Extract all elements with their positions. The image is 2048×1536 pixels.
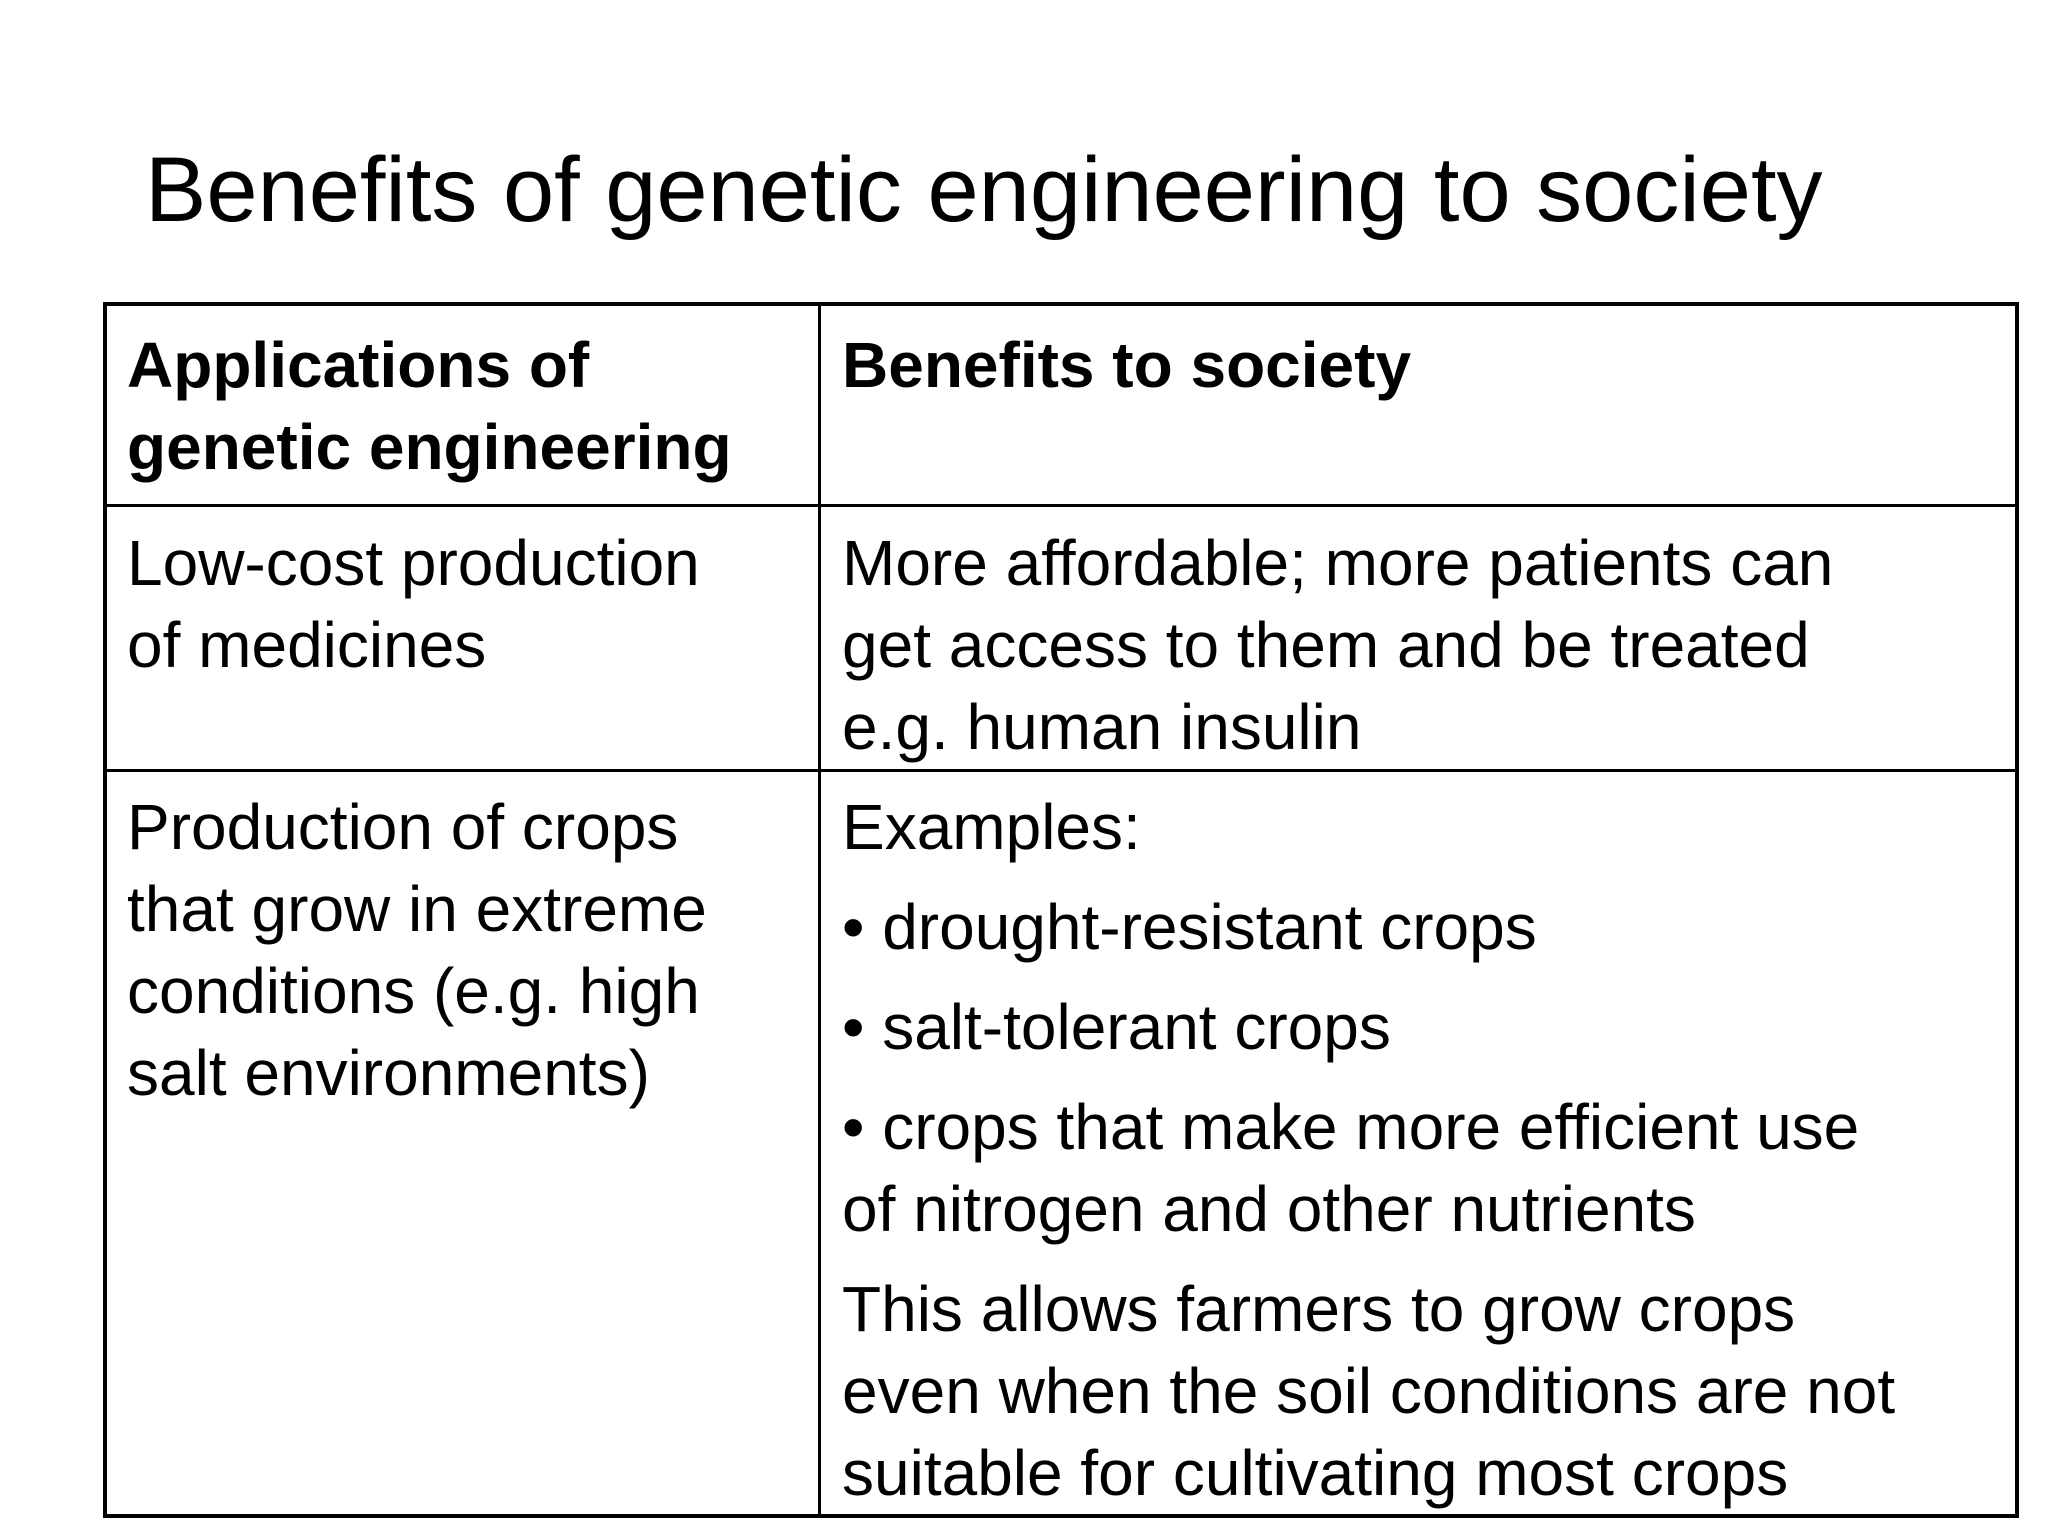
cell-line: Production of crops xyxy=(127,791,679,863)
cell-line: More affordable; more patients can xyxy=(842,527,1834,599)
bullet-item: • salt-tolerant crops xyxy=(842,991,1391,1063)
row-divider xyxy=(107,504,2015,507)
cell-line: of medicines xyxy=(127,609,487,681)
cell-line: that grow in extreme xyxy=(127,873,707,945)
header-applications-line: genetic engineering xyxy=(127,411,732,483)
row-divider xyxy=(107,769,2015,772)
header-applications: Applications of genetic engineering xyxy=(127,324,807,488)
cell-line: Low-cost production xyxy=(127,527,700,599)
row-1-benefit: More affordable; more patients can get a… xyxy=(842,522,2012,768)
bullet-item: • drought-resistant crops xyxy=(842,891,1537,963)
row-2-benefit: Examples: • drought-resistant crops • sa… xyxy=(842,786,2012,1514)
benefits-table: Applications of genetic engineering Bene… xyxy=(103,302,2019,1518)
header-applications-line: Applications of xyxy=(127,329,590,401)
conclusion-line: suitable for cultivating most crops xyxy=(842,1437,1789,1509)
cell-line: e.g. human insulin xyxy=(842,691,1362,763)
examples-label: Examples: xyxy=(842,791,1141,863)
column-divider xyxy=(818,306,821,1514)
row-1-application: Low-cost production of medicines xyxy=(127,522,807,686)
row-2-application: Production of crops that grow in extreme… xyxy=(127,786,807,1114)
cell-line: conditions (e.g. high xyxy=(127,955,700,1027)
slide-title: Benefits of genetic engineering to socie… xyxy=(145,139,1823,241)
bullet-item: • crops that make more efficient use xyxy=(842,1091,1860,1163)
cell-line: salt environments) xyxy=(127,1037,650,1109)
header-benefits: Benefits to society xyxy=(842,324,2012,406)
conclusion-line: This allows farmers to grow crops xyxy=(842,1273,1796,1345)
cell-line: get access to them and be treated xyxy=(842,609,1810,681)
header-benefits-text: Benefits to society xyxy=(842,329,1412,401)
conclusion-line: even when the soil conditions are not xyxy=(842,1355,1896,1427)
bullet-item-continuation: of nitrogen and other nutrients xyxy=(842,1173,1696,1245)
